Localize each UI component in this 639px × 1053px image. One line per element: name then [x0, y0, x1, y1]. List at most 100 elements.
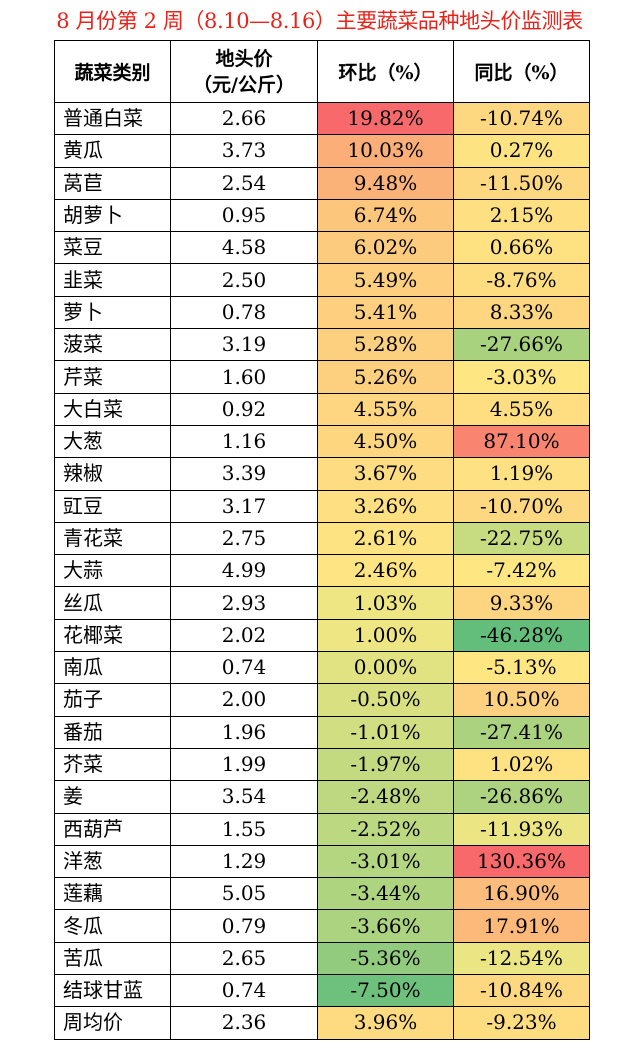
year-on-year-cell: 16.90% — [453, 877, 590, 911]
header-vegetable-category: 蔬菜类别 — [54, 40, 171, 103]
year-on-year-cell: 87.10% — [453, 424, 590, 459]
vegetable-name-cell: 大蒜 — [54, 554, 171, 588]
price-cell: 1.29 — [170, 844, 318, 879]
year-on-year-cell: 4.55% — [453, 392, 590, 426]
year-on-year-cell: 2.15% — [453, 198, 590, 233]
vegetable-name-cell: 芥菜 — [54, 747, 171, 782]
month-on-month-cell: -7.50% — [317, 974, 454, 1008]
vegetable-name-cell: 花椰菜 — [54, 618, 171, 653]
vegetable-name-cell: 大白菜 — [54, 392, 171, 426]
year-on-year-cell: 0.66% — [453, 231, 590, 265]
year-on-year-cell: -27.41% — [453, 715, 590, 749]
price-cell: 2.02 — [170, 618, 318, 653]
price-cell: 2.75 — [170, 521, 318, 556]
table-row: 莴苣 2.54 9.48% -11.50% — [54, 166, 590, 200]
table-row: 番茄 1.96 -1.01% -27.41% — [54, 715, 590, 749]
table-row: 结球甘蓝 0.74 -7.50% -10.84% — [54, 974, 590, 1008]
year-on-year-cell: -46.28% — [453, 618, 590, 653]
table-row: 大葱 1.16 4.50% 87.10% — [54, 424, 590, 459]
year-on-year-cell: 9.33% — [453, 586, 590, 620]
vegetable-name-cell: 结球甘蓝 — [54, 974, 171, 1008]
vegetable-name-cell: 周均价 — [54, 1006, 171, 1040]
month-on-month-cell: -2.52% — [317, 812, 454, 846]
price-cell: 0.74 — [170, 974, 318, 1008]
month-on-month-cell: -5.36% — [317, 941, 454, 976]
year-on-year-cell: -27.66% — [453, 328, 590, 362]
price-cell: 5.05 — [170, 877, 318, 911]
vegetable-name-cell: 大葱 — [54, 424, 171, 459]
header-month-on-month: 环比（%） — [317, 40, 454, 103]
month-on-month-cell: 1.03% — [317, 586, 454, 620]
year-on-year-cell: -9.23% — [453, 1006, 590, 1040]
vegetable-name-cell: 辣椒 — [54, 457, 171, 491]
month-on-month-cell: 5.41% — [317, 295, 454, 330]
vegetable-name-cell: 西葫芦 — [54, 812, 171, 846]
table-row: 丝瓜 2.93 1.03% 9.33% — [54, 586, 590, 620]
price-table: 蔬菜类别 地头价 （元/公斤） 环比（%） 同比（%） 普通白菜 2.66 19.8… — [54, 40, 590, 1040]
price-cell: 4.58 — [170, 231, 318, 265]
vegetable-name-cell: 南瓜 — [54, 651, 171, 685]
month-on-month-cell: 1.00% — [317, 618, 454, 653]
table-row: 姜 3.54 -2.48% -26.86% — [54, 780, 590, 814]
table-row: 黄瓜 3.73 10.03% 0.27% — [54, 134, 590, 168]
vegetable-name-cell: 胡萝卜 — [54, 198, 171, 233]
vegetable-name-cell: 莴苣 — [54, 166, 171, 200]
month-on-month-cell: 5.26% — [317, 360, 454, 394]
price-cell: 0.92 — [170, 392, 318, 426]
vegetable-name-cell: 丝瓜 — [54, 586, 171, 620]
table-row: 芥菜 1.99 -1.97% 1.02% — [54, 747, 590, 782]
price-cell: 3.54 — [170, 780, 318, 814]
table-row: 花椰菜 2.02 1.00% -46.28% — [54, 618, 590, 653]
header-price-line2: （元/公斤） — [193, 73, 295, 96]
month-on-month-cell: 4.50% — [317, 424, 454, 459]
month-on-month-cell: -3.01% — [317, 844, 454, 879]
header-price-line1: 地头价 — [215, 47, 273, 70]
month-on-month-cell: -3.66% — [317, 909, 454, 943]
price-cell: 3.73 — [170, 134, 318, 168]
month-on-month-cell: 2.46% — [317, 554, 454, 588]
table-row: 菠菜 3.19 5.28% -27.66% — [54, 328, 590, 362]
vegetable-name-cell: 萝卜 — [54, 295, 171, 330]
table-row: 普通白菜 2.66 19.82% -10.74% — [54, 101, 590, 136]
vegetable-name-cell: 青花菜 — [54, 521, 171, 556]
price-cell: 1.16 — [170, 424, 318, 459]
price-cell: 1.99 — [170, 747, 318, 782]
vegetable-name-cell: 普通白菜 — [54, 101, 171, 136]
year-on-year-cell: -22.75% — [453, 521, 590, 556]
table-header-row: 蔬菜类别 地头价 （元/公斤） 环比（%） 同比（%） — [54, 40, 590, 103]
price-cell: 0.78 — [170, 295, 318, 330]
year-on-year-cell: 8.33% — [453, 295, 590, 330]
price-cell: 1.96 — [170, 715, 318, 749]
month-on-month-cell: 10.03% — [317, 134, 454, 168]
table-row: 洋葱 1.29 -3.01% 130.36% — [54, 844, 590, 879]
year-on-year-cell: -12.54% — [453, 941, 590, 976]
price-cell: 2.50 — [170, 263, 318, 297]
year-on-year-cell: -10.84% — [453, 974, 590, 1008]
year-on-year-cell: -10.70% — [453, 489, 590, 523]
year-on-year-cell: 10.50% — [453, 683, 590, 717]
month-on-month-cell: 0.00% — [317, 651, 454, 685]
year-on-year-cell: -3.03% — [453, 360, 590, 394]
table-body: 普通白菜 2.66 19.82% -10.74% 黄瓜 3.73 10.03% 0.27% 莴苣… — [54, 101, 590, 1040]
year-on-year-cell: -26.86% — [453, 780, 590, 814]
table-row: 芹菜 1.60 5.26% -3.03% — [54, 360, 590, 394]
vegetable-name-cell: 冬瓜 — [54, 909, 171, 943]
year-on-year-cell: 1.19% — [453, 457, 590, 491]
vegetable-name-cell: 豇豆 — [54, 489, 171, 523]
year-on-year-cell: 130.36% — [453, 844, 590, 879]
vegetable-name-cell: 番茄 — [54, 715, 171, 749]
price-cell: 2.66 — [170, 101, 318, 136]
vegetable-name-cell: 菠菜 — [54, 328, 171, 362]
month-on-month-cell: 5.49% — [317, 263, 454, 297]
header-field-price: 地头价 （元/公斤） — [170, 40, 318, 103]
year-on-year-cell: -7.42% — [453, 554, 590, 588]
month-on-month-cell: 9.48% — [317, 166, 454, 200]
month-on-month-cell: 3.96% — [317, 1006, 454, 1040]
price-cell: 2.65 — [170, 941, 318, 976]
year-on-year-cell: -5.13% — [453, 651, 590, 685]
price-cell: 2.93 — [170, 586, 318, 620]
month-on-month-cell: 3.26% — [317, 489, 454, 523]
price-cell: 3.19 — [170, 328, 318, 362]
year-on-year-cell: -11.93% — [453, 812, 590, 846]
month-on-month-cell: -1.01% — [317, 715, 454, 749]
